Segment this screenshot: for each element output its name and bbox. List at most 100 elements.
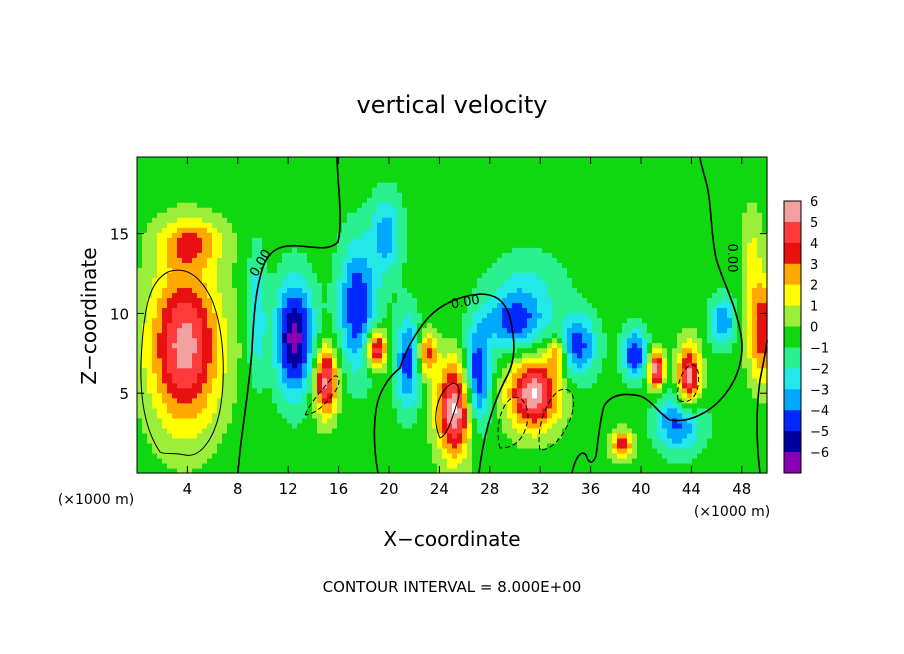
heatmap-cell (267, 417, 273, 424)
heatmap-cell (452, 217, 458, 223)
heatmap-cell (482, 177, 488, 183)
heatmap-cell (222, 327, 228, 334)
heatmap-cell (452, 442, 458, 449)
heatmap-cell (427, 372, 433, 379)
heatmap-cell (457, 382, 463, 389)
heatmap-cell (347, 362, 353, 369)
heatmap-cell (312, 312, 318, 319)
heatmap-cell (422, 462, 428, 469)
heatmap-cell (472, 402, 478, 409)
heatmap-cell (492, 407, 498, 414)
heatmap-cell (162, 312, 168, 319)
heatmap-cell (337, 267, 343, 273)
heatmap-cell (517, 167, 523, 173)
heatmap-cell (402, 202, 408, 208)
heatmap-cell (397, 377, 403, 384)
heatmap-cell (182, 252, 188, 258)
heatmap-cell (287, 437, 293, 444)
heatmap-cell (252, 222, 258, 228)
heatmap-cell (222, 312, 228, 319)
heatmap-cell (317, 232, 323, 238)
heatmap-cell (162, 222, 168, 228)
heatmap-cell (437, 352, 443, 359)
heatmap-cell (442, 457, 448, 464)
heatmap-cell (502, 272, 508, 278)
heatmap-cell (262, 177, 268, 183)
heatmap-cell (452, 377, 458, 384)
heatmap-cell (212, 227, 218, 233)
heatmap-cell (522, 187, 528, 193)
heatmap-cell (267, 242, 273, 248)
heatmap-cell (407, 262, 413, 268)
heatmap-cell (162, 297, 168, 304)
heatmap-cell (172, 217, 178, 223)
heatmap-cell (432, 382, 438, 389)
heatmap-cell (262, 362, 268, 369)
heatmap-cell (142, 162, 148, 168)
heatmap-cell (327, 212, 333, 218)
heatmap-cell (237, 287, 243, 294)
heatmap-cell (437, 202, 443, 208)
heatmap-cell (447, 312, 453, 319)
heatmap-cell (257, 467, 263, 474)
heatmap-cell (292, 407, 298, 414)
heatmap-cell (477, 372, 483, 379)
heatmap-cell (257, 367, 263, 374)
heatmap-cell (472, 397, 478, 404)
heatmap-cell (347, 352, 353, 359)
heatmap-cell (382, 192, 388, 198)
heatmap-cell (357, 332, 363, 339)
heatmap-cell (487, 237, 493, 243)
heatmap-cell (347, 267, 353, 273)
heatmap-cell (142, 387, 148, 394)
heatmap-cell (267, 262, 273, 268)
heatmap-cell (477, 287, 483, 294)
heatmap-cell (267, 197, 273, 203)
heatmap-cell (157, 187, 163, 193)
heatmap-cell (267, 182, 273, 188)
heatmap-cell (152, 342, 158, 349)
heatmap-cell (402, 467, 408, 474)
heatmap-cell (332, 282, 338, 289)
heatmap-cell (432, 257, 438, 263)
heatmap-cell (192, 222, 198, 228)
heatmap-cell (237, 272, 243, 278)
heatmap-cell (472, 412, 478, 419)
heatmap-cell (287, 177, 293, 183)
heatmap-cell (277, 372, 283, 379)
heatmap-cell (352, 327, 358, 334)
heatmap-cell (307, 252, 313, 258)
heatmap-cell (177, 377, 183, 384)
heatmap-cell (302, 387, 308, 394)
heatmap-cell (157, 407, 163, 414)
heatmap-cell (242, 392, 248, 399)
heatmap-cell (282, 217, 288, 223)
heatmap-cell (502, 462, 508, 469)
heatmap-cell (137, 362, 143, 369)
heatmap-cell (452, 207, 458, 213)
heatmap-cell (447, 192, 453, 198)
heatmap-cell (312, 212, 318, 218)
heatmap-cell (257, 247, 263, 253)
heatmap-cell (322, 157, 328, 163)
heatmap-cell (342, 372, 348, 379)
heatmap-cell (217, 437, 223, 444)
heatmap-cell (392, 277, 398, 283)
heatmap-cell (507, 427, 513, 434)
heatmap-cell (522, 317, 528, 324)
heatmap-cell (292, 447, 298, 454)
heatmap-cell (362, 257, 368, 263)
heatmap-cell (392, 297, 398, 304)
heatmap-cell (482, 267, 488, 273)
heatmap-cell (157, 237, 163, 243)
heatmap-cell (397, 347, 403, 354)
heatmap-cell (502, 177, 508, 183)
heatmap-cell (162, 337, 168, 344)
heatmap-cell (237, 327, 243, 334)
heatmap-cell (232, 372, 238, 379)
heatmap-cell (322, 417, 328, 424)
heatmap-cell (332, 452, 338, 459)
heatmap-cell (182, 362, 188, 369)
heatmap-cell (202, 377, 208, 384)
heatmap-cell (367, 452, 373, 459)
